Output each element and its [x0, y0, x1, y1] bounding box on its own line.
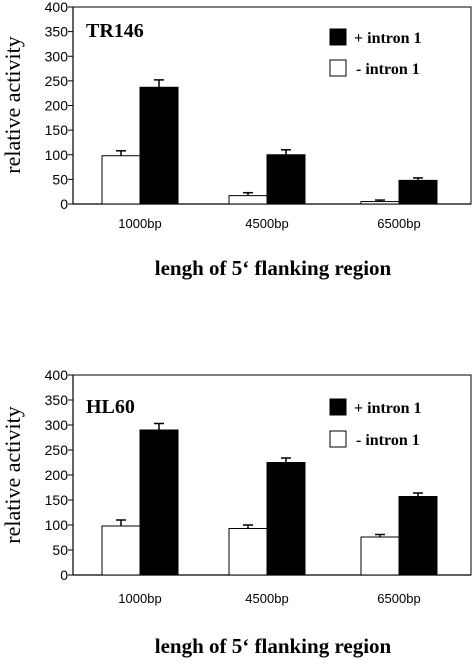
y-tick-label: 50 — [52, 171, 68, 187]
x-tick-labels: 1000bp 4500bp 6500bp — [118, 591, 420, 606]
x-axis-label: lengh of 5‘ flanking region — [155, 256, 392, 280]
chart-tr146: 0 50 100 150 200 250 300 350 400 1000bp 4500bp 650… — [0, 0, 472, 280]
bars — [101, 422, 438, 576]
y-tick-label: 100 — [45, 147, 69, 163]
y-ticks: 0 50 100 150 200 250 300 350 400 — [45, 0, 73, 212]
y-tick-label: 200 — [45, 467, 69, 483]
bar-minus-intron — [228, 195, 268, 205]
legend: + intron 1 - intron 1 — [329, 398, 422, 449]
x-tick-label: 4500bp — [245, 216, 288, 231]
x-axis-label: lengh of 5‘ flanking region — [155, 634, 392, 658]
chart-title: TR146 — [86, 20, 144, 42]
y-tick-label: 200 — [45, 98, 69, 114]
y-tick-label: 250 — [45, 442, 69, 458]
legend: + intron 1 - intron 1 — [329, 28, 422, 78]
bar-minus-intron — [228, 528, 268, 576]
bars — [101, 79, 438, 205]
x-tick-labels: 1000bp 4500bp 6500bp — [118, 216, 420, 231]
y-tick-label: 350 — [45, 24, 69, 40]
legend-label-minus-intron: - intron 1 — [356, 61, 420, 78]
y-tick-label: 0 — [60, 567, 68, 583]
chart-title: HL60 — [86, 396, 135, 418]
chart-hl60: 0 50 100 150 200 250 300 350 400 1000bp 4500bp 650… — [0, 367, 472, 658]
y-axis-label: relative activity — [0, 36, 25, 173]
legend-label-minus-intron: - intron 1 — [356, 432, 420, 449]
y-tick-label: 300 — [45, 417, 69, 433]
y-tick-label: 0 — [60, 196, 68, 212]
legend-label-plus-intron: + intron 1 — [354, 400, 422, 417]
legend-swatch-plus-intron — [329, 398, 347, 416]
bar-plus-intron — [398, 496, 438, 576]
x-tick-label: 6500bp — [377, 591, 420, 606]
bar-minus-intron — [360, 201, 400, 205]
y-tick-label: 400 — [45, 367, 69, 383]
x-tick-label: 4500bp — [245, 591, 288, 606]
y-axis-label: relative activity — [0, 406, 25, 543]
legend-swatch-minus-intron — [329, 59, 347, 77]
bar-plus-intron — [266, 462, 306, 576]
y-ticks: 0 50 100 150 200 250 300 350 400 — [45, 367, 73, 583]
y-tick-label: 350 — [45, 392, 69, 408]
y-tick-label: 150 — [45, 122, 69, 138]
y-tick-label: 50 — [52, 542, 68, 558]
y-tick-label: 150 — [45, 492, 69, 508]
x-tick-label: 1000bp — [118, 216, 161, 231]
bar-plus-intron — [266, 154, 306, 205]
bar-plus-intron — [139, 429, 179, 576]
x-tick-label: 1000bp — [118, 591, 161, 606]
y-tick-label: 400 — [45, 0, 69, 15]
bar-plus-intron — [139, 86, 179, 205]
bar-plus-intron — [398, 179, 438, 205]
y-tick-label: 100 — [45, 517, 69, 533]
y-tick-label: 250 — [45, 73, 69, 89]
bar-minus-intron — [101, 155, 141, 205]
bar-minus-intron — [101, 525, 141, 576]
bar-minus-intron — [360, 536, 400, 576]
y-tick-label: 300 — [45, 48, 69, 64]
legend-swatch-plus-intron — [329, 28, 347, 46]
legend-swatch-minus-intron — [329, 430, 347, 448]
x-tick-label: 6500bp — [377, 216, 420, 231]
legend-label-plus-intron: + intron 1 — [354, 30, 422, 47]
